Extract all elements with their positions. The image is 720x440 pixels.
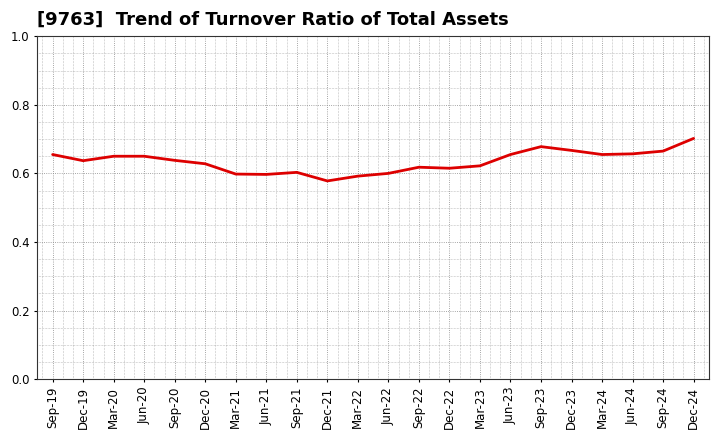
Text: [9763]  Trend of Turnover Ratio of Total Assets: [9763] Trend of Turnover Ratio of Total … (37, 11, 509, 29)
